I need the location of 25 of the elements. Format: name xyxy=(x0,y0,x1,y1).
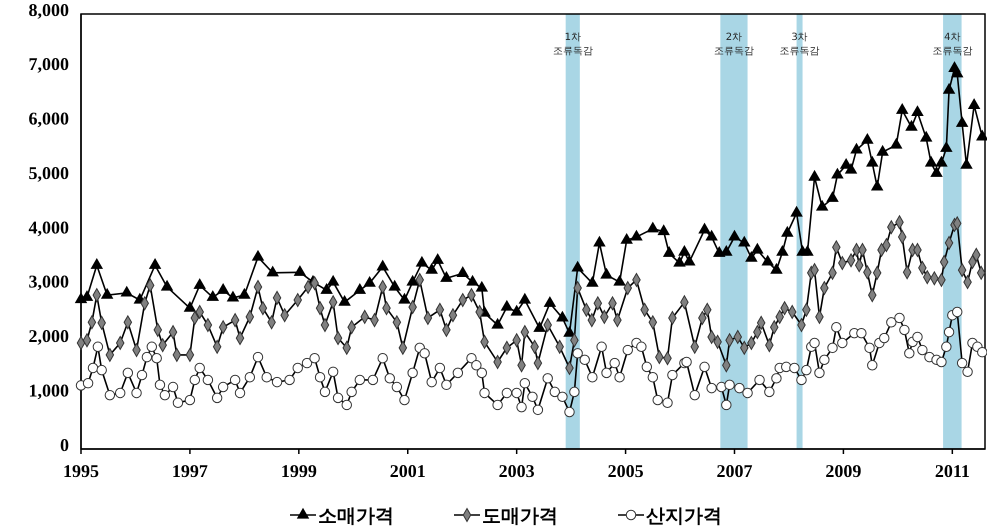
y-tick-label: 5,000 xyxy=(28,162,69,183)
band-label: 1차 조류독감 xyxy=(552,32,593,57)
x-tick-label: 2003 xyxy=(498,460,535,481)
x-tick-label: 1999 xyxy=(280,460,317,481)
x-tick-label: 1995 xyxy=(63,460,99,481)
y-tick-label: 8,000 xyxy=(28,0,69,20)
x-tick-label: 2011 xyxy=(934,460,970,481)
y-tick-label: 1,000 xyxy=(28,380,69,400)
y-tick-label: 2,000 xyxy=(28,326,69,346)
y-tick-label: 3,000 xyxy=(28,272,69,292)
legend-label: 소매가격 xyxy=(318,506,394,527)
x-tick-label: 1997 xyxy=(172,460,208,481)
y-tick-label: 0 xyxy=(60,434,69,455)
x-tick-label: 2007 xyxy=(716,460,752,481)
band-label: 4차 조류독감 xyxy=(932,32,972,57)
x-tick-label: 2005 xyxy=(608,460,644,481)
x-tick-label: 2001 xyxy=(390,460,426,481)
x-tick-label: 2009 xyxy=(825,460,862,481)
legend-label: 산지가격 xyxy=(646,506,722,527)
y-tick-label: 6,000 xyxy=(28,108,69,129)
legend-label: 도매가격 xyxy=(482,506,558,527)
band-label: 2차 조류독감 xyxy=(714,32,754,57)
y-tick-label: 7,000 xyxy=(28,54,69,74)
band-label: 3차 조류독감 xyxy=(780,32,820,57)
y-tick-label: 4,000 xyxy=(28,217,69,238)
